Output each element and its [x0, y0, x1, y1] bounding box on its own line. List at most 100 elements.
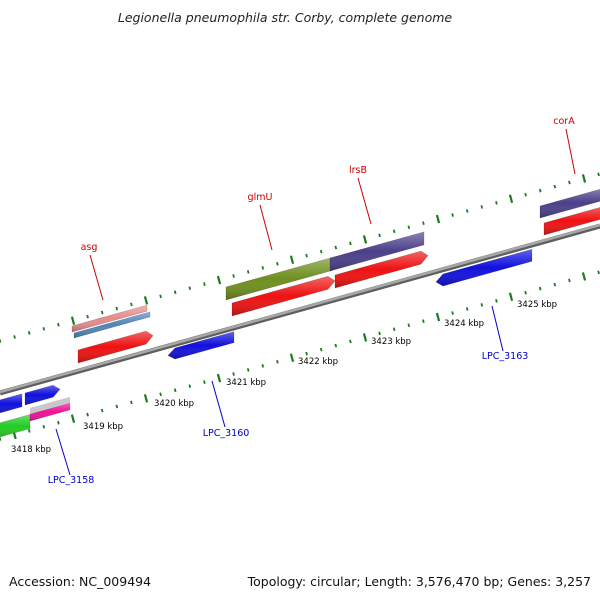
minor-tick	[305, 351, 308, 356]
minor-tick	[100, 408, 104, 413]
tick-label: 3423 kbp	[371, 337, 411, 347]
minor-tick	[392, 327, 396, 332]
leader-line	[55, 428, 71, 476]
gene-cds-lrsb-red-shading	[335, 251, 428, 288]
gene-cds-lrsb-purple-shading	[330, 231, 424, 271]
gene-cds-left-blue-lower	[24, 384, 61, 406]
minor-tick	[597, 172, 600, 177]
minor-tick	[27, 331, 31, 335]
gene-cds-cora-red-shading	[544, 207, 600, 235]
minor-tick	[232, 274, 235, 278]
gene-cds-cora-red	[543, 207, 600, 236]
gene-cds-glmu-red-shading	[232, 276, 335, 316]
gene-label-lpc3158: LPC_3158	[48, 475, 95, 486]
minor-tick	[334, 245, 338, 250]
major-tick	[143, 296, 149, 305]
major-tick	[362, 333, 368, 342]
gene-cds-left-blue-upper-shading	[0, 393, 22, 413]
gene-cds-glmu-olive-shading	[226, 257, 332, 300]
minor-tick	[495, 299, 498, 303]
minor-tick	[115, 306, 119, 311]
leader-line	[211, 380, 226, 428]
genome-summary-text: Topology: circular; Length: 3,576,470 bp…	[247, 574, 591, 589]
tick-labels: 3418 kbp 3419 kbp 3420 kbp 3421 kbp 3422…	[11, 300, 557, 455]
minor-tick	[57, 420, 60, 425]
gene-cds-asg-pink	[71, 304, 148, 333]
gene-cds-lpc3160-blue-shading	[168, 331, 234, 360]
minor-tick	[407, 323, 411, 328]
gene-label-cora: corA	[553, 116, 575, 127]
gene-cds-magenta	[29, 396, 71, 422]
tick-label: 3418 kbp	[11, 445, 51, 455]
minor-tick	[159, 392, 162, 397]
minor-tick	[276, 359, 279, 364]
leader-line	[259, 204, 273, 251]
minor-tick	[203, 380, 206, 384]
minor-tick	[524, 290, 527, 295]
tick-label: 3421 kbp	[226, 378, 266, 388]
minor-tick	[159, 294, 162, 299]
minor-tick	[349, 339, 352, 344]
minor-tick	[261, 364, 265, 368]
gene-cds-glmu-olive	[225, 257, 333, 301]
gene-cds-lrsb-red	[334, 250, 429, 289]
map-title: Legionella pneumophila str. Corby, compl…	[118, 10, 453, 25]
gene-cds-asg-steel	[73, 311, 151, 339]
gene-cds-lrsb-purple	[329, 231, 425, 272]
minor-tick	[451, 213, 454, 217]
gene-label-lpc3160: LPC_3160	[203, 428, 250, 439]
minor-tick	[334, 343, 338, 348]
minor-tick	[86, 314, 89, 319]
minor-tick	[173, 388, 177, 393]
minor-tick	[305, 253, 308, 258]
minor-tick	[100, 310, 104, 315]
gene-cds-left-blue-lower-shading	[25, 385, 60, 405]
minor-tick	[349, 241, 352, 246]
minor-tick	[597, 270, 600, 275]
minor-tick	[392, 229, 396, 234]
tick-label: 3425 kbp	[517, 300, 557, 310]
minor-tick	[276, 261, 279, 266]
minor-tick	[422, 221, 425, 225]
gene-cds-green-shading	[0, 414, 30, 437]
gene-label-lrsb: lrsB	[349, 165, 367, 176]
minor-tick	[407, 225, 411, 230]
tick-label: 3420 kbp	[154, 399, 194, 409]
gene-cds-magenta-shading	[30, 402, 70, 421]
major-tick	[581, 174, 587, 183]
minor-tick	[246, 368, 250, 372]
major-tick	[289, 255, 295, 265]
minor-tick	[246, 270, 250, 274]
major-tick	[508, 194, 514, 204]
gene-cds-cora-purple	[539, 188, 600, 219]
tick-label: 3419 kbp	[83, 422, 123, 432]
minor-tick	[188, 384, 192, 389]
minor-tick	[130, 400, 133, 405]
label-leaders	[55, 128, 576, 476]
major-tick	[435, 312, 441, 322]
minor-tick	[538, 286, 542, 291]
minor-tick	[465, 307, 469, 311]
gene-label-glmu: glmU	[248, 192, 273, 203]
gene-cds-glmu-red	[231, 275, 336, 317]
minor-tick	[115, 404, 119, 409]
leader-line	[565, 128, 576, 175]
minor-tick	[480, 205, 484, 209]
minor-tick	[130, 302, 133, 307]
major-tick	[70, 414, 76, 423]
minor-tick	[422, 319, 425, 323]
major-tick	[508, 292, 514, 302]
minor-tick	[42, 326, 46, 331]
accession-text: Accession: NC_009494	[9, 574, 151, 589]
minor-tick	[378, 233, 381, 238]
gene-cds-cora-purple-shading	[540, 189, 600, 218]
gene-label-lpc3163: LPC_3163	[482, 351, 529, 362]
major-tick	[581, 272, 587, 281]
major-tick	[362, 235, 368, 244]
gene-cds-lpc3163-blue	[435, 248, 533, 287]
gene-cds-lpc3160-blue	[167, 331, 235, 360]
minor-tick	[188, 286, 192, 291]
gene-cds-asg-pink-shading	[72, 305, 147, 332]
feature-track	[0, 188, 600, 438]
minor-tick	[27, 429, 31, 433]
